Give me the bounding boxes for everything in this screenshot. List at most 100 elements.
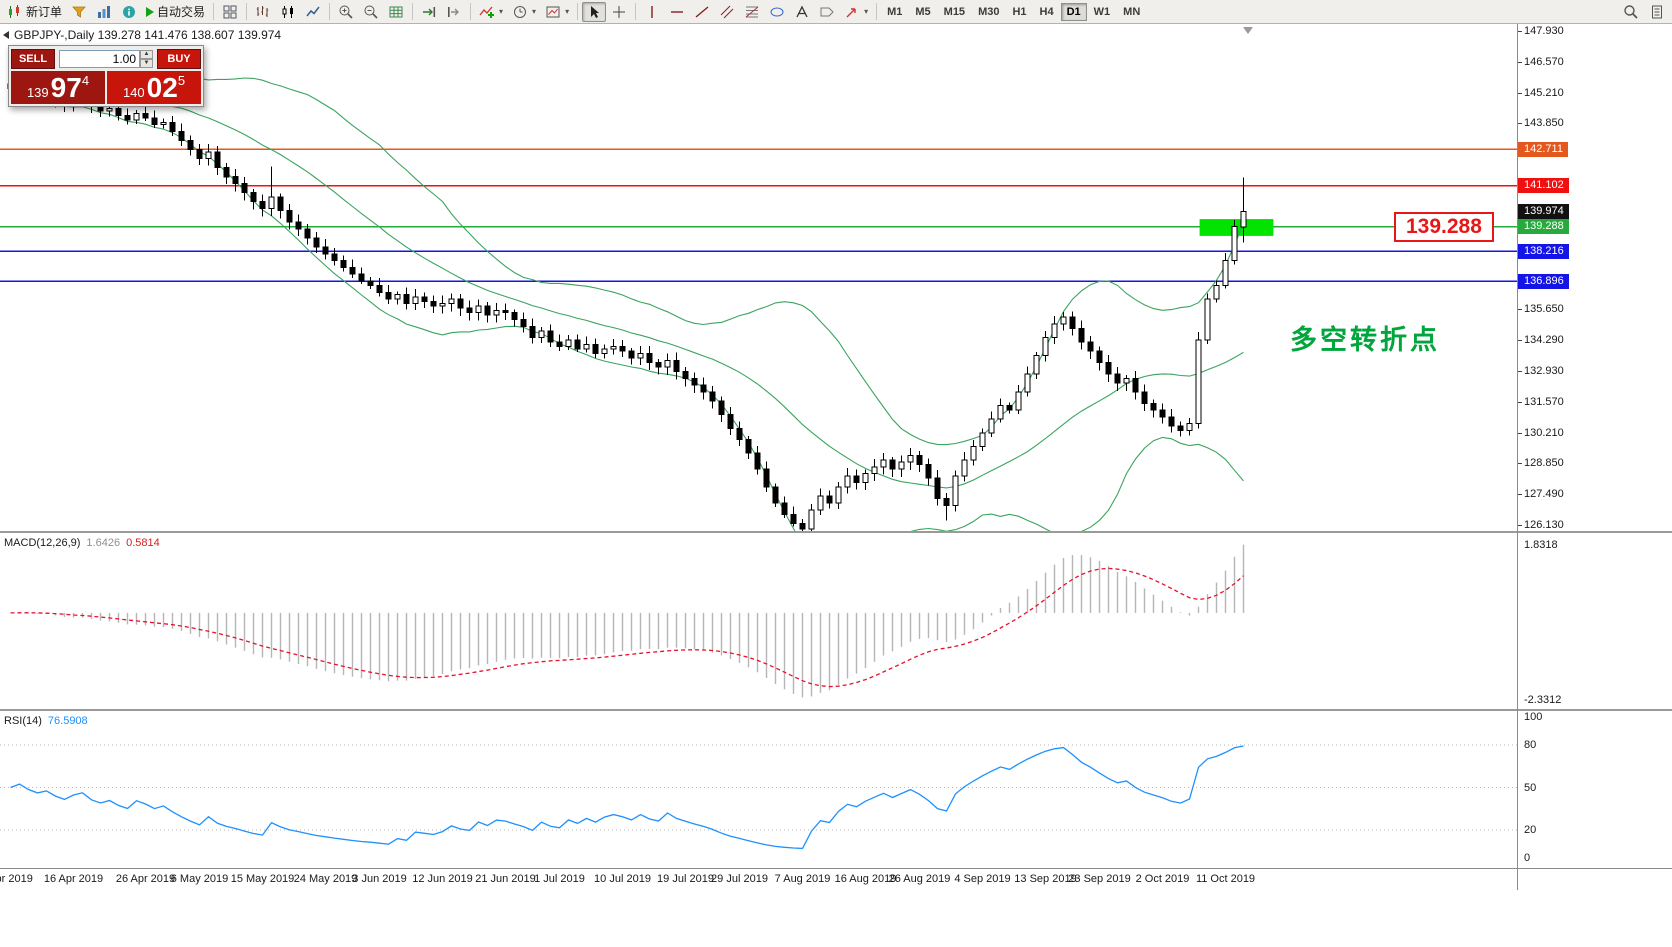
trendline-button[interactable]	[690, 2, 714, 22]
zoom-out-button[interactable]	[359, 2, 383, 22]
chart-shift-button[interactable]	[442, 2, 466, 22]
dropdown-caret-icon: ▾	[499, 7, 504, 16]
line-chart-icon	[306, 6, 320, 16]
turning-point-annotation[interactable]: 多空转折点	[1290, 325, 1440, 355]
price-scale-tick	[1518, 92, 1522, 94]
timeframe-button-w1[interactable]: W1	[1088, 3, 1117, 21]
document-icon	[1652, 5, 1662, 18]
cursor-button[interactable]	[582, 1, 607, 22]
rsi-indicator-label: RSI(14) 76.5908	[4, 715, 88, 727]
panel-splitter[interactable]	[0, 709, 1672, 711]
clock-icon	[514, 5, 527, 18]
dropdown-caret-icon: ▾	[864, 7, 869, 16]
rsi-panel-canvas[interactable]	[0, 711, 1517, 868]
sell-button[interactable]: SELL	[11, 48, 55, 69]
date-label: 21 Jun 2019	[475, 873, 536, 885]
templates-button[interactable]: ▾	[541, 2, 573, 22]
cursor-arrow-icon	[591, 5, 600, 18]
macd-name: MACD(12,26,9)	[4, 537, 81, 549]
sell-price-display[interactable]: 139 97 4	[11, 71, 105, 104]
date-label: 7 Aug 2019	[774, 873, 831, 885]
auto-scroll-button[interactable]	[417, 2, 441, 22]
properties-button[interactable]	[1645, 2, 1669, 22]
autotrade-label: 自动交易	[157, 5, 206, 19]
vertical-line-button[interactable]	[640, 2, 664, 22]
buy-price-big: 02	[146, 72, 178, 103]
tile-windows-button[interactable]	[218, 2, 242, 22]
zoom-in-button[interactable]	[334, 2, 358, 22]
one-click-collapse-arrow[interactable]	[3, 31, 9, 39]
info-circle-icon	[123, 5, 136, 18]
timeframe-button-h4[interactable]: H4	[1034, 3, 1060, 21]
toolbar-separator	[412, 3, 414, 20]
timeframe-button-m15[interactable]: M15	[938, 3, 971, 21]
macd-main-value: 1.6426	[86, 537, 121, 549]
price-chart-canvas[interactable]	[0, 24, 1517, 531]
search-button[interactable]	[1619, 2, 1643, 22]
buy-price-display[interactable]: 140 02 5	[107, 71, 201, 104]
timeframe-button-d1[interactable]: D1	[1060, 2, 1087, 21]
arrows-button[interactable]: ▾	[840, 2, 872, 22]
price-tag: 136.896	[1518, 273, 1569, 289]
channel-button[interactable]	[715, 2, 739, 22]
channel-icon	[720, 5, 734, 18]
macd-scale-min: -2.3312	[1524, 694, 1562, 706]
funnel-icon	[72, 6, 86, 18]
label-button[interactable]	[815, 2, 839, 22]
crosshair-button[interactable]	[607, 2, 631, 22]
line-chart-button[interactable]	[301, 2, 325, 22]
grid-button[interactable]	[384, 2, 408, 22]
lot-increase-button[interactable]: ▲	[140, 49, 153, 59]
timeframe-button-m1[interactable]: M1	[881, 3, 908, 21]
date-label: 4 Sep 2019	[954, 873, 1011, 885]
new-order-label: 新订单	[26, 5, 63, 19]
ellipse-icon	[770, 7, 784, 16]
sell-price-prefix: 139	[26, 85, 49, 100]
price-scale[interactable]: 147.930146.570145.210143.850142.490135.6…	[1518, 24, 1672, 890]
horizontal-line-button[interactable]	[665, 2, 689, 22]
timeframe-toolbar: M1 M5 M15 M30 H1 H4 D1 W1 MN	[881, 2, 1146, 21]
periods-button[interactable]: ▾	[508, 2, 540, 22]
panel-splitter[interactable]	[0, 531, 1672, 533]
timeframe-button-h1[interactable]: H1	[1006, 3, 1032, 21]
timeframe-button-m30[interactable]: M30	[972, 3, 1005, 21]
macd-panel-canvas[interactable]	[0, 533, 1517, 709]
search-icon	[1624, 4, 1638, 19]
candlestick-chart-button[interactable]	[276, 2, 300, 22]
rsi-scale-label: 20	[1524, 823, 1537, 836]
profiles-button[interactable]	[67, 2, 91, 22]
timeframe-button-mn[interactable]: MN	[1117, 3, 1146, 21]
price-scale-tick	[1518, 123, 1522, 125]
lot-decrease-button[interactable]: ▼	[140, 58, 153, 68]
data-window-button[interactable]	[117, 2, 141, 22]
buy-button[interactable]: BUY	[157, 48, 201, 69]
indicators-button[interactable]: ▾	[475, 2, 507, 22]
fibonacci-icon	[745, 6, 759, 17]
autotrade-button[interactable]: 自动交易	[142, 2, 209, 22]
price-level-label[interactable]: 139.288	[1394, 212, 1494, 242]
price-scale-label: 132.930	[1524, 364, 1564, 377]
date-label: 12 Jun 2019	[412, 873, 473, 885]
text-button[interactable]	[790, 2, 814, 22]
arrow-icon	[846, 7, 856, 17]
price-scale-tick	[1518, 309, 1522, 311]
price-scale-tick	[1518, 61, 1522, 63]
lot-spinner: ▲ ▼	[140, 49, 153, 68]
date-label: 19 Jul 2019	[657, 873, 714, 885]
dropdown-caret-icon: ▾	[565, 7, 570, 16]
date-label: 1 Jul 2019	[534, 873, 585, 885]
new-order-button[interactable]: 新订单	[3, 2, 66, 22]
fibonacci-button[interactable]	[740, 2, 764, 22]
toolbar-separator	[635, 3, 637, 20]
date-label: 26 Apr 2019	[115, 873, 176, 885]
shapes-button[interactable]	[765, 2, 789, 22]
price-scale-tick	[1518, 494, 1522, 496]
rsi-scale-label: 0	[1524, 852, 1531, 864]
date-label: 16 Aug 2019	[834, 873, 897, 885]
market-watch-button[interactable]	[92, 2, 116, 22]
lot-size-input[interactable]	[59, 49, 140, 68]
timeframe-button-m5[interactable]: M5	[909, 3, 936, 21]
bars-chart-button[interactable]	[251, 2, 275, 22]
toolbar-separator	[213, 3, 215, 20]
